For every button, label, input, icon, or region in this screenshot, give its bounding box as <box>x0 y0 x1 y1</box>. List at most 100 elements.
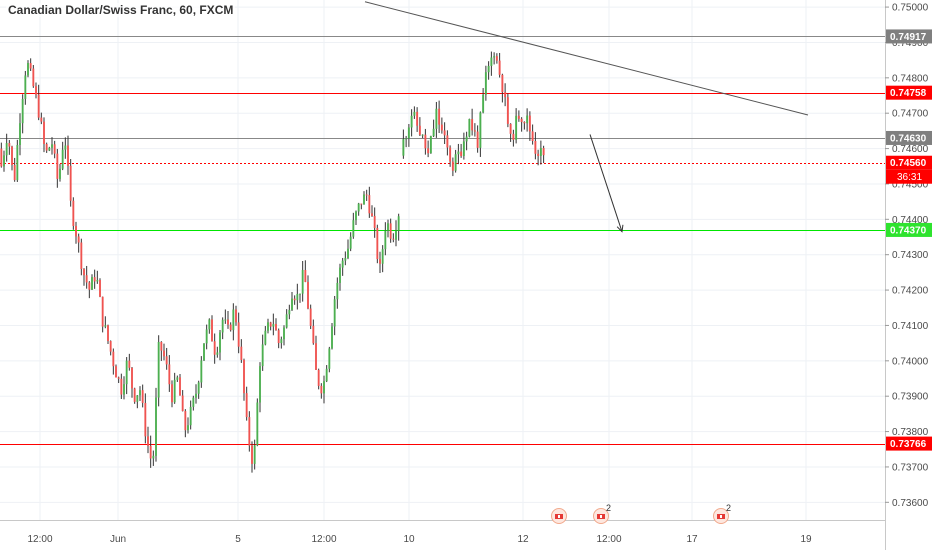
candle-body <box>181 395 184 412</box>
countdown-tag <box>886 169 932 184</box>
candle-body <box>347 248 349 258</box>
candle-body <box>243 359 245 394</box>
candle-body <box>537 153 540 156</box>
candle-body <box>224 319 227 321</box>
candle-body <box>291 298 293 310</box>
candle-body <box>280 339 283 344</box>
candle-body <box>476 131 479 148</box>
grid <box>0 0 885 520</box>
candle-body <box>421 134 424 136</box>
chart-title: Canadian Dollar/Swiss Franc, 60, FXCM <box>6 3 236 17</box>
x-tick-label: 12:00 <box>27 534 52 545</box>
candle-body <box>523 122 526 124</box>
candle-body <box>205 329 208 344</box>
candle-body <box>115 366 117 378</box>
candle-body <box>216 352 219 355</box>
candle-body <box>85 275 88 283</box>
candle-body <box>83 269 85 276</box>
price-tag-label: 0.74630 <box>890 133 927 144</box>
candle-body <box>339 267 341 283</box>
candle-body <box>261 344 264 367</box>
candle-body <box>468 119 471 137</box>
candle-body <box>438 108 441 125</box>
candle-body <box>235 309 237 323</box>
y-tick-label: 0.74500 <box>892 179 929 190</box>
candle-body <box>139 390 141 396</box>
forecast-arrow-head <box>616 224 624 233</box>
event-flag-icon[interactable] <box>713 508 729 524</box>
candle-body <box>112 351 115 367</box>
candle-body <box>208 319 211 330</box>
candle-body <box>449 147 452 162</box>
candle-body <box>506 97 509 124</box>
candle-body <box>325 368 328 382</box>
candle-body <box>16 144 19 181</box>
price-tag <box>886 222 932 237</box>
candle-body <box>299 293 301 295</box>
candle-body <box>133 388 136 402</box>
candle-body <box>471 119 474 131</box>
candle-body <box>227 319 229 325</box>
candle-body <box>211 319 213 342</box>
y-tick-label: 0.74300 <box>892 250 929 261</box>
candle-body <box>189 406 192 426</box>
candle-body <box>331 326 333 349</box>
candle-body <box>493 56 496 58</box>
candle-body <box>96 280 99 282</box>
candle-body <box>120 378 123 395</box>
candle-body <box>99 280 101 297</box>
y-tick-label: 0.74000 <box>892 356 929 367</box>
candle-body <box>240 346 243 360</box>
price-tag <box>886 29 932 44</box>
candle-body <box>317 369 320 386</box>
candle-body <box>451 161 454 171</box>
candle-body <box>336 282 339 300</box>
event-flag-icon[interactable] <box>593 508 609 524</box>
x-tick-label: 5 <box>235 534 241 545</box>
event-flag-icon[interactable] <box>551 508 567 524</box>
candle-body <box>195 393 197 398</box>
candle-body <box>365 194 368 196</box>
candle-body <box>312 325 315 344</box>
candle-body <box>61 149 64 169</box>
candle-body <box>3 155 5 167</box>
candle-body <box>21 98 24 124</box>
candle-body <box>176 377 179 380</box>
candle-body <box>487 65 490 73</box>
candle-body <box>413 111 416 116</box>
candle-body <box>432 128 435 137</box>
candle-body <box>77 236 80 243</box>
y-tick-label: 0.74600 <box>892 144 929 155</box>
candle-body <box>144 402 147 437</box>
event-count: 2 <box>606 503 612 513</box>
candle-body <box>333 299 336 327</box>
candle-body <box>27 63 29 76</box>
price-tag-label: 0.74917 <box>890 32 927 43</box>
price-tag <box>886 130 932 145</box>
candle-body <box>392 238 395 240</box>
candle-body <box>72 200 75 226</box>
candle-body <box>542 148 545 156</box>
time-axis: 12:00 Jun 5 12:00 10 12 12:00 17 19 <box>0 520 885 545</box>
candle-body <box>277 330 280 344</box>
candle-body <box>259 366 261 403</box>
candle-body <box>462 141 465 156</box>
y-tick-label: 0.73900 <box>892 392 929 403</box>
candle-body <box>11 146 13 166</box>
candle-body <box>80 242 83 270</box>
candle-body <box>389 223 392 239</box>
candle-body <box>107 325 109 342</box>
candle-body <box>320 385 323 394</box>
candle-body <box>147 436 149 446</box>
candle-body <box>75 225 77 237</box>
candle-body <box>368 195 371 214</box>
candle-body <box>526 115 529 124</box>
candle-body <box>152 455 155 459</box>
candle-body <box>479 112 482 148</box>
candle-body <box>429 136 432 154</box>
candle-body <box>288 309 291 315</box>
candle-body <box>454 154 457 171</box>
candle-body <box>446 135 449 148</box>
